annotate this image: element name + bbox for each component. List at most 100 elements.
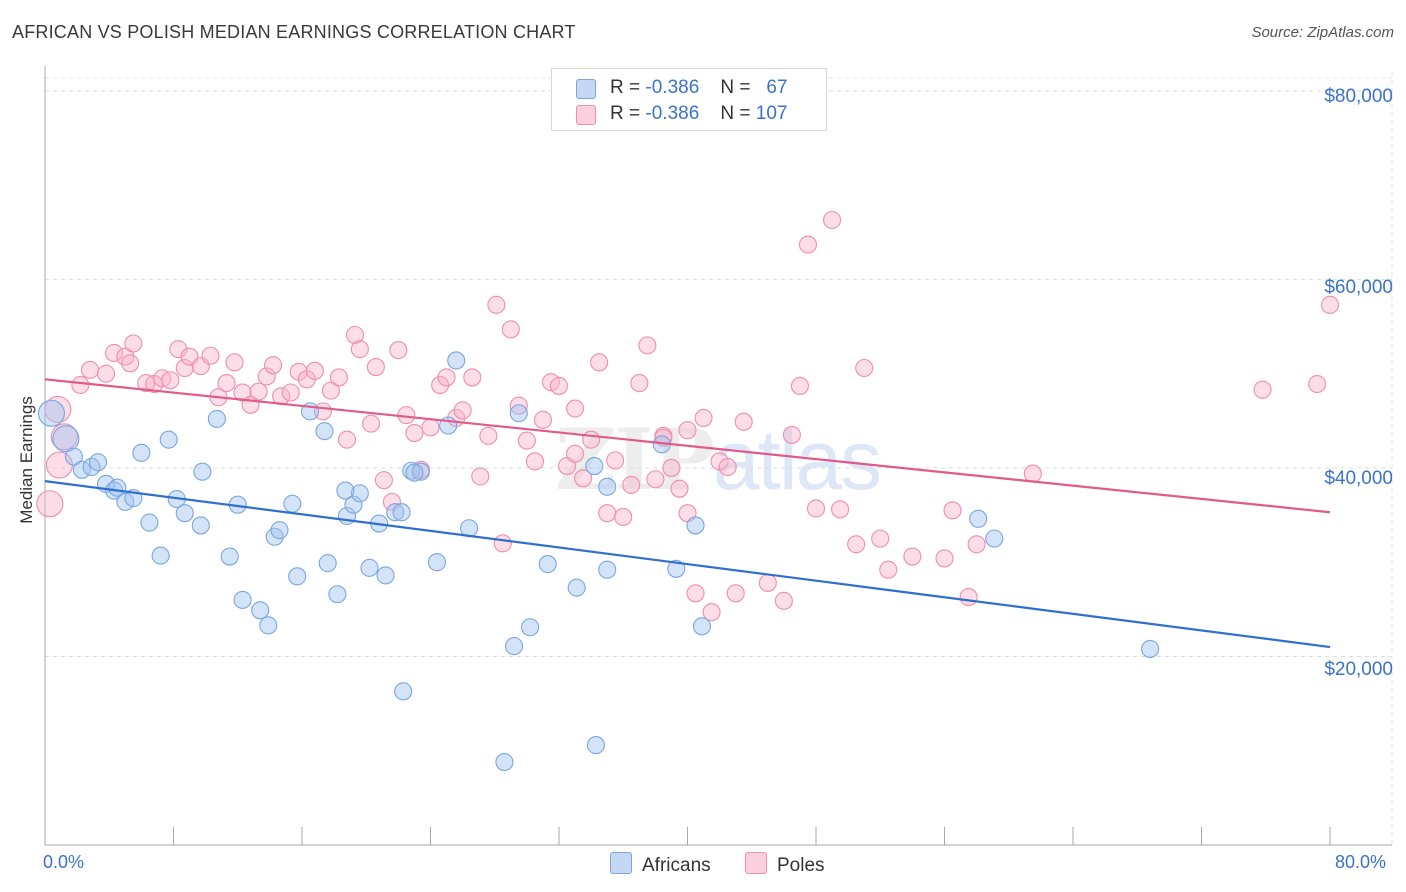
poles-point	[96, 364, 116, 383]
poles-point	[281, 383, 300, 402]
africans-point	[686, 516, 705, 535]
poles-point	[374, 471, 393, 490]
poles-point	[471, 467, 490, 486]
poles-point	[105, 343, 124, 362]
poles-point	[345, 325, 365, 345]
axes	[44, 66, 1392, 846]
africans-legend-label: Africans	[642, 855, 711, 876]
poles-point	[201, 346, 220, 365]
africans-point	[1141, 639, 1160, 658]
legend-text: R = -0.386 N = 107	[610, 103, 787, 125]
africans-point	[427, 553, 446, 572]
africans-point	[132, 443, 151, 462]
africans-point	[447, 351, 466, 370]
poles-point	[598, 504, 617, 523]
africans-point	[88, 453, 108, 472]
poles-point	[264, 356, 283, 375]
poles-point	[662, 458, 681, 477]
poles-point	[421, 418, 440, 437]
poles-point	[487, 295, 506, 314]
africans-point	[52, 425, 80, 453]
poles-point	[389, 341, 408, 360]
poles-point	[437, 368, 456, 387]
poles-point	[517, 431, 536, 450]
poles-point	[831, 500, 850, 519]
poles-point	[362, 414, 381, 433]
poles-point	[574, 469, 593, 488]
poles-point	[509, 396, 528, 415]
poles-point	[823, 210, 842, 230]
poles-trend-line	[44, 378, 1331, 514]
legend-poles: Poles	[745, 852, 825, 877]
poles-point	[855, 358, 874, 378]
africans-point	[159, 430, 178, 449]
poles-point	[646, 470, 665, 489]
poles-point	[1023, 464, 1042, 483]
africans-point	[64, 447, 83, 466]
poles-point	[249, 382, 268, 401]
poles-point	[525, 452, 544, 471]
poles-point	[806, 499, 826, 518]
r-label: R =	[610, 103, 641, 124]
poles-legend-label: Poles	[777, 855, 825, 876]
africans-point	[191, 516, 210, 535]
poles-point	[453, 401, 472, 420]
poles-point	[493, 534, 512, 553]
africans-point	[288, 567, 307, 586]
poles-point	[935, 549, 954, 568]
poles-point	[329, 368, 348, 387]
poles-point	[479, 426, 498, 445]
n-label: N =	[720, 77, 751, 98]
africans-point	[259, 616, 278, 635]
poles-point	[726, 584, 745, 603]
trend-lines	[44, 378, 1331, 649]
poles-point	[337, 430, 357, 449]
africans-point	[405, 463, 424, 482]
africans-point	[969, 509, 988, 528]
poles-point	[121, 354, 140, 373]
poles-point	[614, 507, 633, 526]
r-label: R =	[610, 77, 641, 98]
poles-point	[959, 588, 978, 607]
poles-point	[321, 381, 340, 400]
poles-point	[790, 376, 809, 395]
africans-point	[318, 554, 337, 573]
y-tick-label: $20,000	[1324, 659, 1393, 680]
poles-point	[161, 371, 180, 390]
x-tick-label-max: 80.0%	[1335, 852, 1387, 872]
x-tick-label-min: 0.0%	[43, 852, 85, 872]
africans-point	[283, 494, 302, 513]
poles-point	[903, 547, 922, 566]
africans-point	[151, 546, 170, 565]
africans-point	[392, 503, 411, 522]
africans-point	[394, 682, 413, 701]
africans-point	[504, 637, 524, 656]
chart-title: AFRICAN VS POLISH MEDIAN EARNINGS CORREL…	[12, 22, 576, 42]
poles-point	[734, 412, 753, 431]
poles-point	[405, 423, 424, 443]
africans-point	[193, 462, 212, 481]
source-label: Source: ZipAtlas.com	[1251, 24, 1394, 41]
africans-point	[586, 736, 605, 755]
poles-point	[718, 457, 737, 477]
africans-point	[344, 495, 363, 514]
africans-point	[220, 547, 239, 566]
y-tick-label: $60,000	[1324, 277, 1393, 298]
poles-point	[871, 529, 890, 548]
africans-point	[37, 399, 65, 427]
poles-point	[549, 376, 569, 395]
poles-point	[774, 591, 793, 610]
africans-point	[509, 404, 528, 423]
poles-point	[431, 375, 450, 395]
africans-trend-line	[44, 480, 1331, 649]
africans-legend-swatch	[610, 852, 632, 874]
correlation-legend: R = -0.386 N = 67 R = -0.386 N = 107	[551, 68, 827, 131]
africans-points	[37, 351, 1160, 772]
n-label: N =	[720, 103, 751, 124]
africans-point	[233, 590, 252, 609]
poles-point	[463, 368, 482, 387]
poles-swatch	[576, 105, 596, 125]
poles-legend-swatch	[745, 852, 767, 874]
poles-point	[80, 360, 100, 379]
poles-point	[782, 425, 801, 444]
